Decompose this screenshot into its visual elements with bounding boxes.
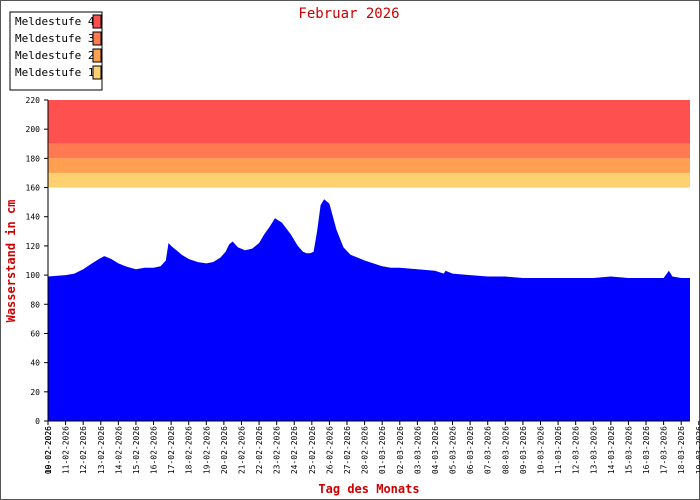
y-tick-label: 160: [26, 184, 41, 193]
legend-swatch-meldestufe-2: [92, 48, 102, 63]
x-tick-label: 05-03-2026: [449, 426, 458, 474]
x-tick-label: 17-02-2026: [167, 426, 176, 474]
axes: [47, 100, 690, 422]
x-tick-label: 13-02-2026: [97, 426, 106, 474]
x-tick-label: 12-03-2026: [572, 426, 581, 474]
legend-swatch-meldestufe-3: [92, 31, 102, 46]
y-tick-label: 80: [30, 300, 40, 309]
threshold-band-4: [48, 100, 690, 144]
y-tick-label: 40: [30, 359, 40, 368]
x-tick-label: 12-02-2026: [79, 426, 88, 474]
x-tick-label: 27-02-2026: [343, 426, 352, 474]
x-tick-label: 10-03-2026: [537, 426, 546, 474]
legend: Meldestufe 4 Meldestufe 3 Meldestufe 2 Meld…: [9, 11, 103, 91]
water-level-area: [48, 199, 690, 421]
x-tick-label: 15-02-2026: [132, 426, 141, 474]
data-area: [48, 199, 690, 421]
y-tick-label: 200: [26, 125, 41, 134]
y-tick-label: 220: [26, 96, 41, 105]
x-tick-label: 14-02-2026: [114, 426, 123, 474]
x-tick-label: 14-03-2026: [607, 426, 616, 474]
x-tick-label: 08-03-2026: [501, 426, 510, 474]
legend-label-meldestufe-4: Meldestufe 4: [15, 15, 95, 28]
threshold-band-2: [48, 158, 690, 173]
legend-swatch-meldestufe-4: [92, 14, 102, 29]
x-tick-label: 26-02-2026: [325, 426, 334, 474]
x-tick-label: 19-02-2026: [202, 426, 211, 474]
x-axis-ticks: 10-02-2026 11-02-2026 12-02-2026 13-02-2026…: [44, 421, 700, 474]
y-tick-label: 120: [26, 242, 41, 251]
y-tick-label: 20: [30, 388, 40, 397]
x-tick-label: 25-02-2026: [308, 426, 317, 474]
y-axis-ticks: 0 20 40 60 80 100 120 140 160 180 200 220: [26, 96, 48, 426]
threshold-band-1: [48, 172, 690, 188]
x-tick-label: 10-02-2026: [44, 426, 53, 474]
x-tick-label: 01-03-2026: [378, 426, 387, 474]
x-tick-label: 11-03-2026: [554, 426, 563, 474]
chart-title: Februar 2026: [298, 6, 399, 22]
x-tick-label: 18-02-2026: [185, 426, 194, 474]
legend-box: [9, 11, 103, 91]
x-tick-label: 24-02-2026: [290, 426, 299, 474]
x-tick-label: 06-03-2026: [466, 426, 475, 474]
x-tick-label: 28-02-2026: [361, 426, 370, 474]
x-tick-label: 15-03-2026: [624, 426, 633, 474]
x-tick-label: 09-03-2026: [519, 426, 528, 474]
x-tick-label: 04-03-2026: [431, 426, 440, 474]
x-tick-label: 13-03-2026: [589, 426, 598, 474]
legend-label-meldestufe-1: Meldestufe 1: [15, 66, 94, 79]
x-tick-label: 18-03-2026: [677, 426, 686, 474]
x-tick-label: 16-02-2026: [150, 426, 159, 474]
legend-swatch-meldestufe-1: [92, 65, 102, 80]
threshold-bands: [48, 100, 690, 188]
y-tick-label: 0: [35, 417, 40, 426]
x-tick-label: 20-02-2026: [220, 426, 229, 474]
y-tick-label: 180: [26, 154, 41, 163]
x-tick-label: 03-03-2026: [413, 426, 422, 474]
x-tick-label: 07-03-2026: [484, 426, 493, 474]
x-tick-label: 19-03-2026: [695, 426, 700, 474]
x-tick-label: 11-02-2026: [62, 426, 71, 474]
x-axis-title: Tag des Monats: [318, 482, 419, 496]
x-tick-label: 22-02-2026: [255, 426, 264, 474]
x-tick-label: 16-03-2026: [642, 426, 651, 474]
x-tick-label-overlap: 09-02-2026: [44, 426, 53, 474]
legend-label-meldestufe-3: Meldestufe 3: [15, 32, 94, 45]
y-tick-label: 140: [26, 213, 41, 222]
x-tick-label: 23-02-2026: [273, 426, 282, 474]
x-tick-label: 21-02-2026: [238, 426, 247, 474]
y-tick-label: 60: [30, 329, 40, 338]
y-axis-title: Wasserstand in cm: [4, 200, 18, 323]
threshold-band-3: [48, 143, 690, 159]
legend-label-meldestufe-2: Meldestufe 2: [15, 49, 94, 62]
y-tick-label: 100: [26, 271, 41, 280]
x-tick-label: 02-03-2026: [396, 426, 405, 474]
x-tick-label: 17-03-2026: [660, 426, 669, 474]
